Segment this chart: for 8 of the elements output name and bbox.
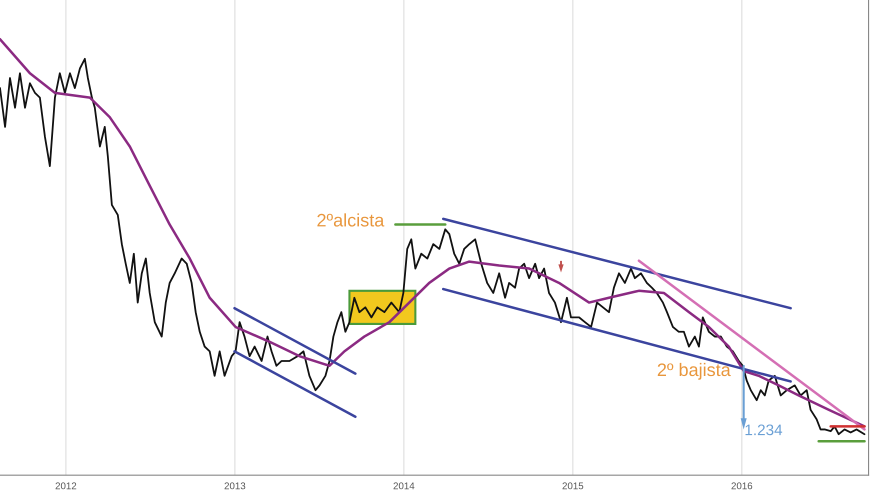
x-tick-label: 2012 [56, 482, 76, 490]
annotation: 1.234 [746, 424, 782, 436]
x-tick-label: 2013 [224, 482, 246, 490]
x-tick-label: 2016 [732, 482, 752, 490]
annotation: 2ºalcista [317, 213, 384, 227]
x-tick-label: 2015 [562, 482, 584, 490]
x-tick-label: 2014 [394, 482, 414, 490]
annotation: 2º bajista [658, 362, 731, 380]
